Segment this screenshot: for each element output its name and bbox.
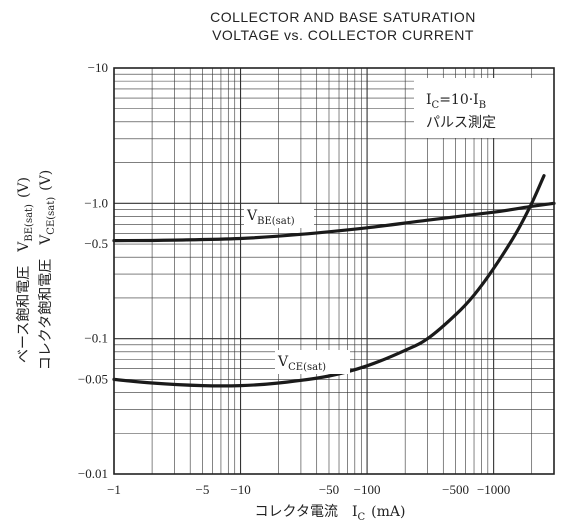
vbe-series-label: VBE(sat)	[246, 208, 295, 227]
y-axis-label-1-sub: BE(sat)	[24, 204, 35, 242]
y-tick-label: −0.05	[78, 371, 108, 386]
y-axis-label-1: ベース飽和電圧 VBE(sat) (V)	[15, 177, 35, 363]
vce-sub: CE(sat)	[288, 362, 326, 373]
curves	[112, 174, 556, 388]
x-axis-label-sub: C	[358, 512, 366, 523]
x-tick-label: −500	[442, 482, 469, 497]
vce-label-bg	[275, 350, 350, 374]
y-tick-label: −10	[88, 60, 108, 75]
y-tick-label: −0.5	[84, 236, 108, 251]
vbe-name: V	[246, 208, 258, 224]
x-tick-label: −50	[319, 482, 339, 497]
x-tick-label: −100	[354, 482, 381, 497]
condition-line2: パルス測定	[426, 115, 496, 131]
vbe-label-bg	[244, 204, 314, 228]
y-axis-label-2-sub: CE(sat)	[46, 197, 57, 235]
y-tick-label: −0.01	[78, 466, 108, 481]
x-tick-label: −5	[196, 482, 210, 497]
condition-mid: =10·I	[439, 92, 479, 108]
x-tick-label: −1000	[477, 482, 510, 497]
y-axis-label-1-unit: (V)	[16, 177, 32, 198]
vce-sat-curve	[112, 174, 546, 388]
chart-subtitle: VOLTAGE vs. COLLECTOR CURRENT	[212, 27, 474, 43]
condition-sub2: B	[479, 100, 486, 111]
condition-sub1: C	[432, 100, 440, 111]
condition-main: I	[426, 92, 432, 108]
x-tick-label: −1	[107, 482, 121, 497]
vce-series-label: VCE(sat)	[277, 354, 326, 373]
y-axis-label-2-unit: (V)	[38, 170, 54, 191]
y-tick-label: −1.0	[84, 195, 108, 210]
x-axis-label-main: コレクタ電流 I	[255, 504, 358, 520]
vbe-sat-curve	[112, 201, 556, 243]
x-axis-label: コレクタ電流 IC (mA)	[255, 504, 406, 523]
plot-frame	[113, 67, 555, 475]
y-tick-label: −0.1	[84, 331, 108, 346]
condition-box-bg	[414, 78, 554, 138]
vce-name: V	[277, 354, 289, 370]
x-axis-label-unit: (mA)	[371, 504, 405, 520]
x-tick-label: −10	[230, 482, 250, 497]
condition-text: IC=10·IB	[426, 92, 486, 111]
y-axis-label-2-main: コレクタ飽和電圧 V	[37, 234, 54, 370]
y-axis-label-2: コレクタ飽和電圧 VCE(sat) (V)	[37, 170, 57, 370]
y-tick-labels: −0.01 −0.05 −0.1 −0.5 −1.0 −10	[78, 60, 108, 481]
chart-title: COLLECTOR AND BASE SATURATION	[210, 9, 476, 25]
vbe-sub: BE(sat)	[257, 216, 295, 227]
x-tick-labels: −1 −5 −10 −50 −100 −500 −1000	[107, 482, 510, 497]
y-axis-label-1-main: ベース飽和電圧 V	[15, 241, 32, 363]
